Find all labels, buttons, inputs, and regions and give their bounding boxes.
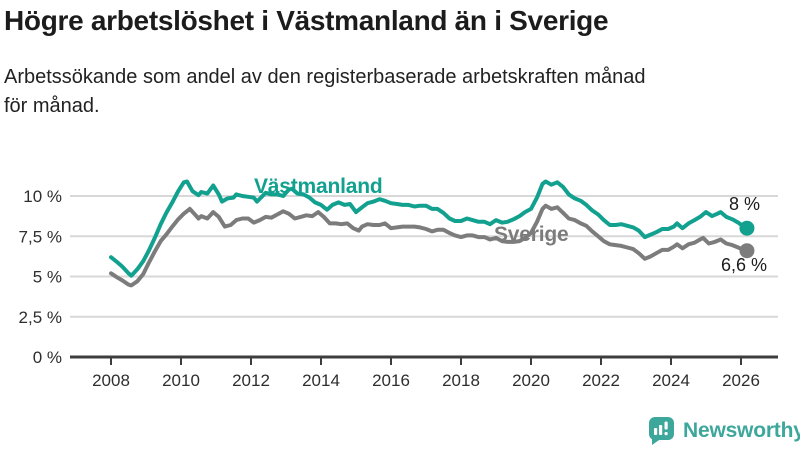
x-axis-tick-label: 2014 (302, 371, 340, 390)
end-value-label-sverige: 6,6 % (721, 255, 768, 275)
x-axis-tick-label: 2016 (372, 371, 410, 390)
y-axis-tick-label: 0 % (33, 348, 62, 367)
x-axis-tick-label: 2018 (442, 371, 480, 390)
x-axis-tick-label: 2024 (652, 371, 690, 390)
x-axis-tick-label: 2010 (162, 371, 200, 390)
series-label-sverige: Sverige (494, 223, 569, 246)
y-axis-tick-label: 5 % (33, 268, 62, 287)
series-line-1 (109, 203, 749, 288)
end-value-label-vastmanland: 8 % (729, 194, 761, 214)
series-line-0 (109, 179, 749, 278)
page-title: Högre arbetslöshet i Västmanland än i Sv… (4, 5, 609, 36)
x-axis-tick-label: 2022 (582, 371, 620, 390)
newsworthy-logo-icon (649, 417, 674, 445)
series-end-dot-1 (739, 243, 755, 259)
chart-subtitle: Arbetssökande som andel av den registerb… (4, 66, 646, 117)
x-axis-tick-label: 2008 (92, 371, 130, 390)
y-axis-tick-label: 2,5 % (19, 308, 62, 327)
newsworthy-logo-text: Newsworthy (683, 419, 800, 442)
series-end-dot-0 (739, 220, 755, 236)
x-axis-tick-label: 2020 (512, 371, 550, 390)
x-axis-tick-label: 2012 (232, 371, 270, 390)
newsworthy-branding: Newsworthy (648, 416, 800, 446)
y-axis-tick-label: 7,5 % (19, 227, 62, 246)
series-label-vastmanland: Västmanland (254, 175, 383, 198)
y-axis-tick-label: 10 % (23, 187, 62, 206)
x-axis-tick-label: 2026 (722, 371, 760, 390)
